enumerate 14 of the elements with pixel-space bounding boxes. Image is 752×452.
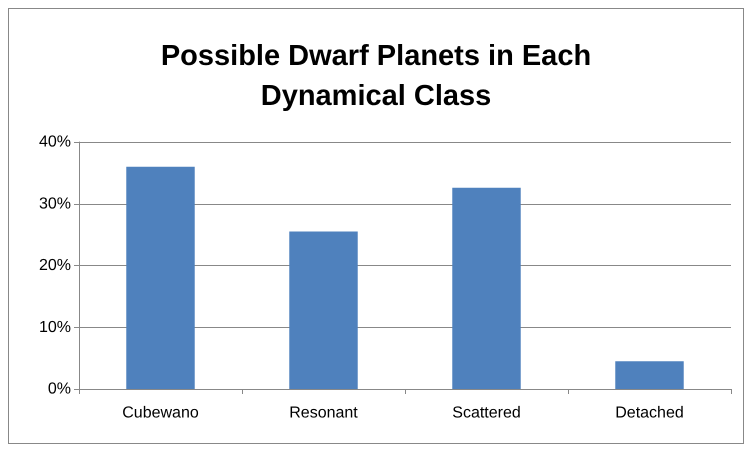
bar: [615, 361, 684, 389]
y-tick-label: 0%: [48, 380, 71, 398]
y-tick-label: 20%: [38, 257, 71, 274]
bar: [289, 232, 358, 389]
chart-title: Possible Dwarf Planets in Each Dynamical Class: [160, 40, 592, 112]
y-tick-label: 30%: [38, 195, 71, 212]
x-tick-label: Resonant: [289, 404, 358, 422]
x-tick-label: Scattered: [452, 404, 521, 422]
bar: [452, 188, 521, 389]
y-tick-label: 40%: [38, 134, 71, 150]
y-tick-label: 10%: [38, 318, 71, 336]
bar: [126, 166, 195, 389]
x-tick-label: Detached: [615, 404, 684, 422]
x-tick-label: Cubewano: [122, 404, 199, 422]
